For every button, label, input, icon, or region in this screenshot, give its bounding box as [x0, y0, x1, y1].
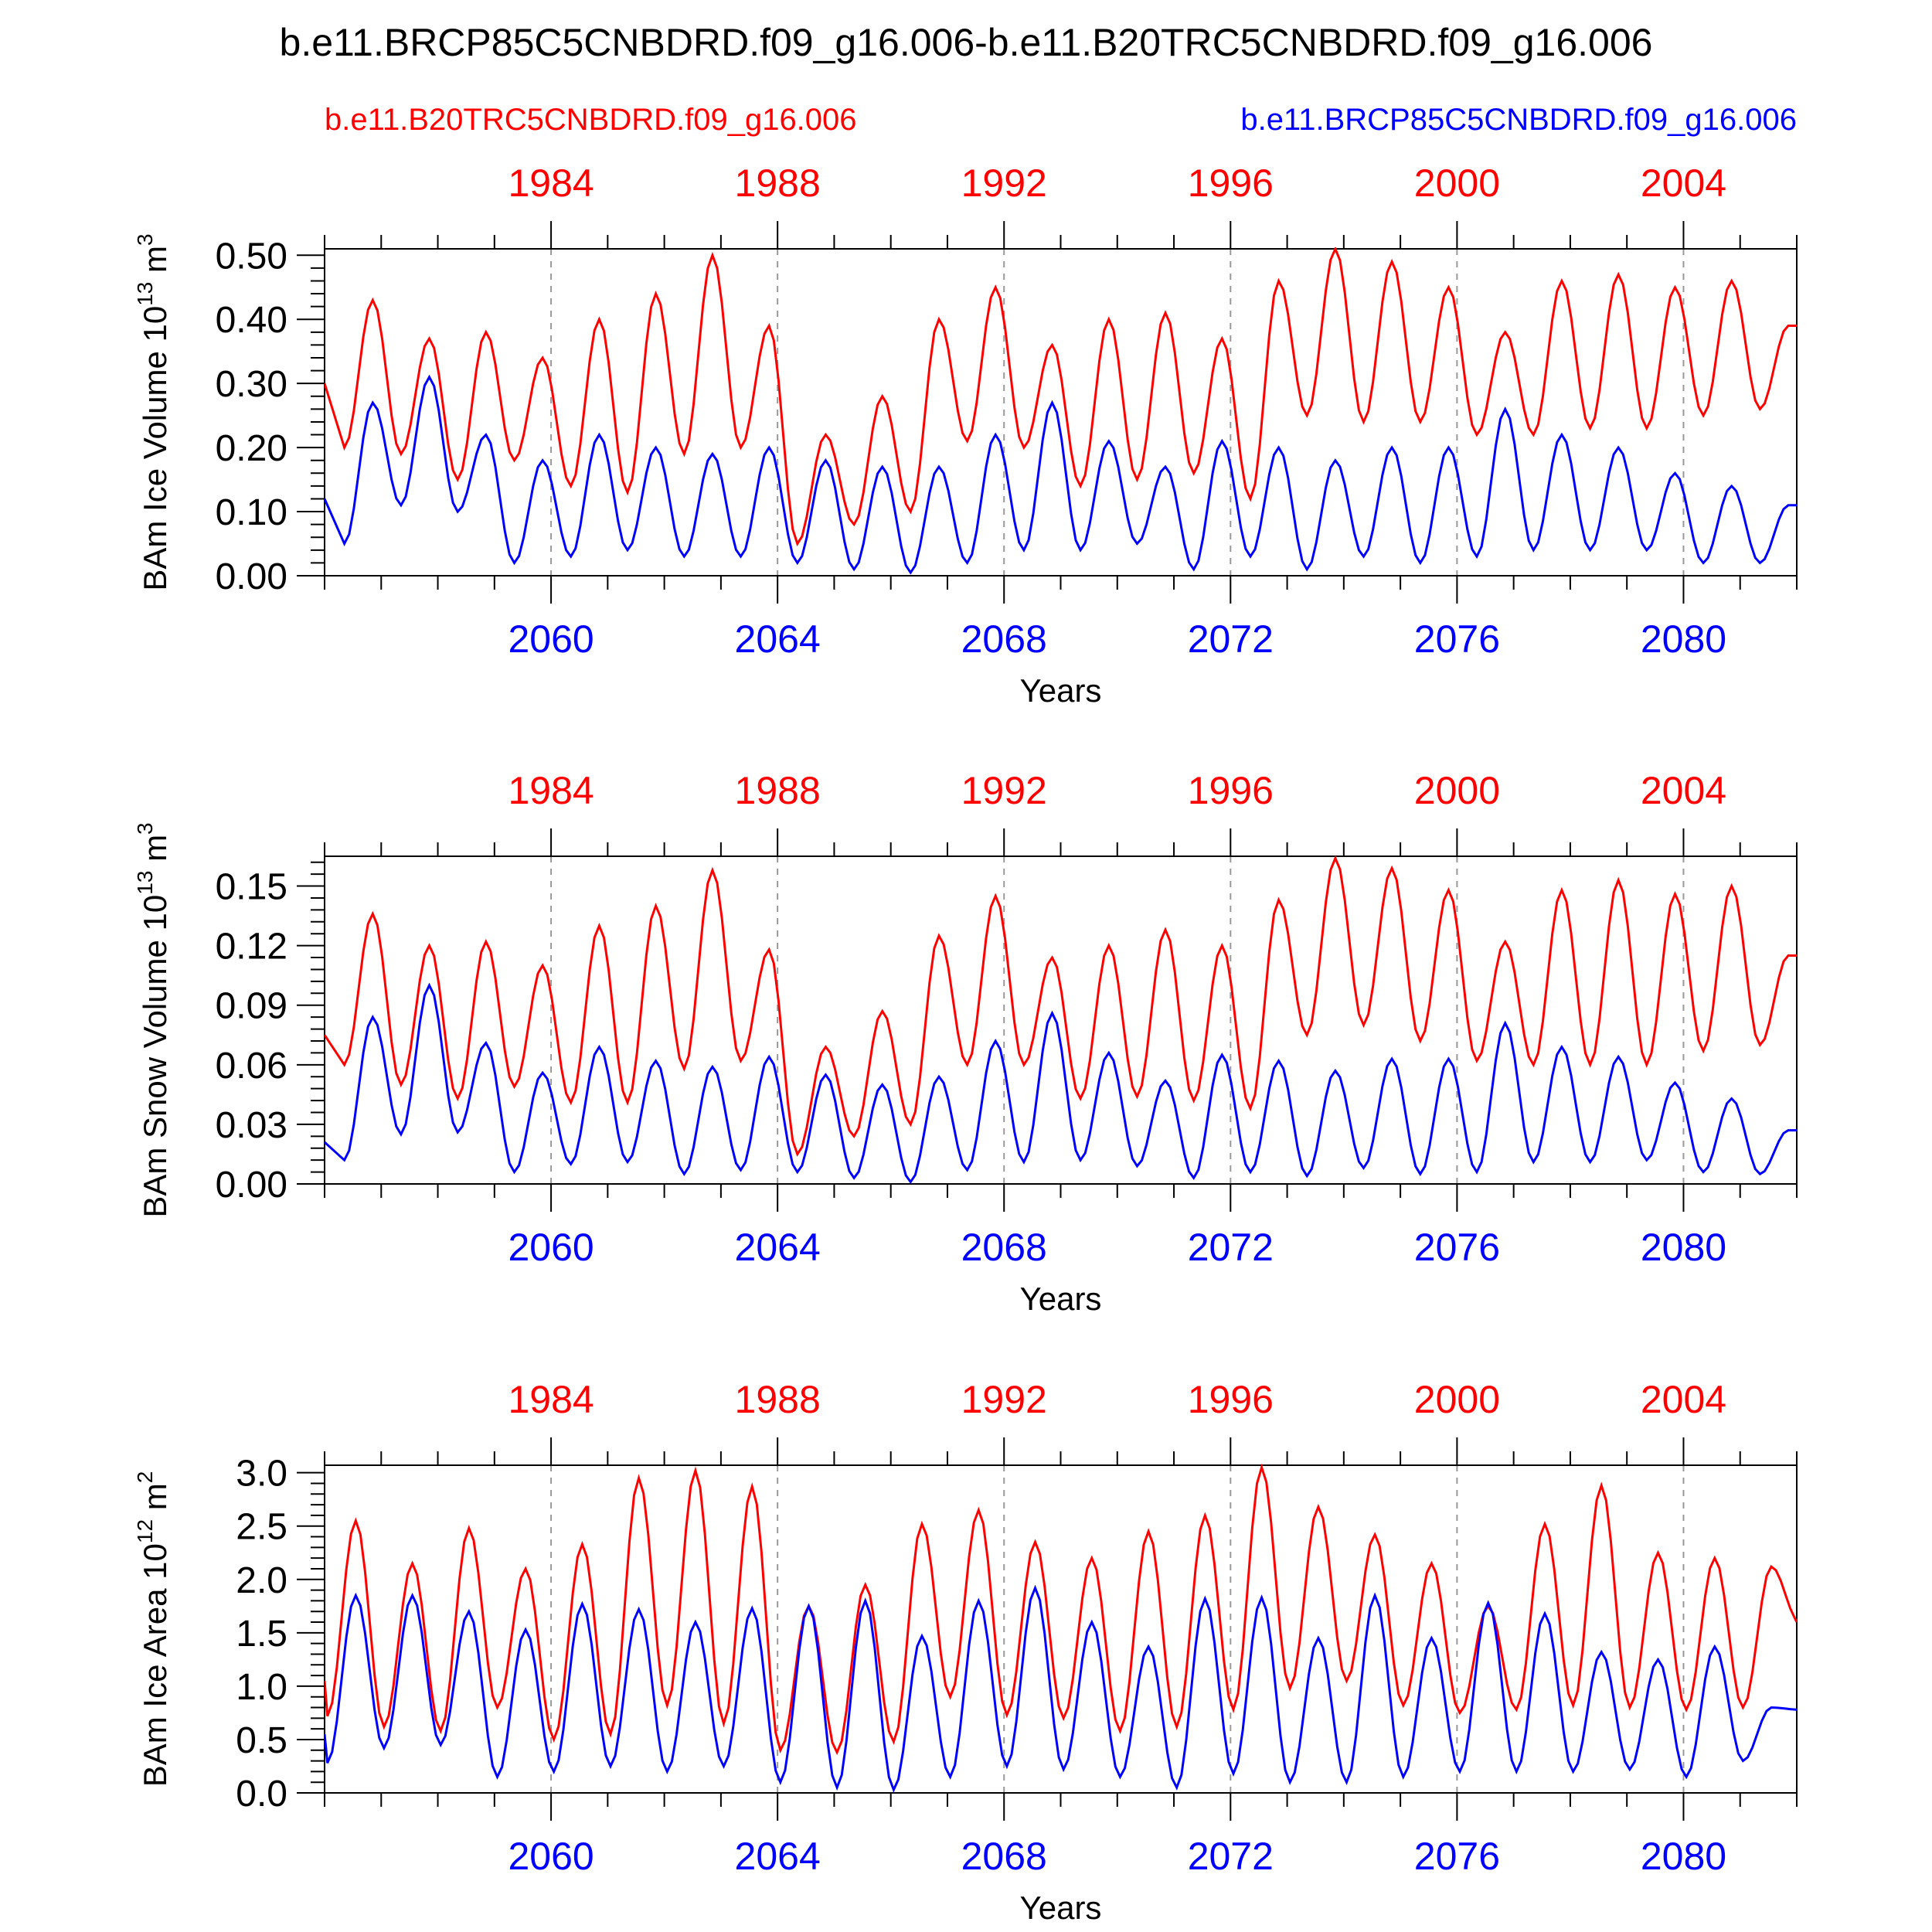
xtick-top-label: 2004 [1641, 162, 1726, 205]
xtick-top-label: 2000 [1414, 769, 1500, 812]
ytick-label: 0.09 [216, 986, 287, 1027]
series-line-b20trc [325, 1464, 1797, 1756]
series-line-brcp85 [325, 374, 1797, 575]
y-axis-label: BAm Snow Volume 1013 m3 [133, 822, 173, 1217]
ytick-label: 0.5 [236, 1720, 287, 1761]
xtick-bottom-label: 2068 [961, 1835, 1047, 1878]
ytick-label: 0.00 [216, 1165, 287, 1206]
xtick-top-label: 1988 [735, 162, 821, 205]
xtick-top-label: 1996 [1188, 1378, 1274, 1421]
ytick-label: 0.06 [216, 1046, 287, 1087]
xtick-bottom-label: 2076 [1414, 617, 1500, 661]
xtick-bottom-label: 2064 [735, 617, 821, 661]
xtick-top-label: 1992 [961, 769, 1047, 812]
ytick-label: 1.0 [236, 1667, 287, 1708]
xtick-top-label: 2000 [1414, 1378, 1500, 1421]
y-axis-label: BAm Ice Area 1012 m2 [133, 1471, 173, 1787]
xtick-bottom-label: 2076 [1414, 1226, 1500, 1269]
plot-frame [324, 248, 1798, 577]
xtick-bottom-label: 2072 [1188, 1835, 1274, 1878]
ytick-label: 1.5 [236, 1614, 287, 1655]
figure-title: b.e11.BRCP85C5CNBDRD.f09_g16.006-b.e11.B… [280, 21, 1653, 64]
legend-left-label: b.e11.B20TRC5CNBDRD.f09_g16.006 [325, 103, 857, 137]
series-line-brcp85 [325, 1584, 1797, 1793]
ytick-label: 0.20 [216, 428, 287, 469]
panel-2: 0.00 0.03 0.06 0.09 0.12 0.15 2060 2064 2068 2072… [133, 769, 1798, 1317]
xtick-top-label: 1992 [961, 162, 1047, 205]
xtick-bottom-label: 2064 [735, 1835, 821, 1878]
ytick-label: 0.00 [216, 556, 287, 597]
ytick-label: 2.5 [236, 1507, 287, 1548]
ytick-label: 0.15 [216, 867, 287, 908]
xtick-bottom-label: 2068 [961, 617, 1047, 661]
xtick-top-label: 2004 [1641, 769, 1726, 812]
xtick-bottom-label: 2080 [1641, 1226, 1726, 1269]
ytick-label: 2.0 [236, 1560, 287, 1601]
x-axis-label: Years [1020, 1889, 1102, 1926]
y-axis-label: BAm Ice Volume 1013 m3 [133, 233, 173, 590]
xtick-bottom-label: 2080 [1641, 617, 1726, 661]
xtick-top-label: 1984 [508, 769, 594, 812]
x-axis-label: Years [1020, 1281, 1102, 1317]
xtick-bottom-label: 2080 [1641, 1835, 1726, 1878]
xtick-bottom-label: 2060 [508, 1835, 594, 1878]
xtick-bottom-label: 2072 [1188, 1226, 1274, 1269]
ytick-label: 3.0 [236, 1454, 287, 1495]
ytick-label: 0.50 [216, 236, 287, 277]
ytick-label: 0.03 [216, 1105, 287, 1146]
xtick-bottom-label: 2060 [508, 1226, 594, 1269]
xtick-top-label: 1996 [1188, 162, 1274, 205]
series-line-brcp85 [325, 982, 1797, 1185]
series-line-b20trc [325, 247, 1797, 546]
xtick-bottom-label: 2060 [508, 617, 594, 661]
xtick-bottom-label: 2072 [1188, 617, 1274, 661]
xtick-bottom-label: 2064 [735, 1226, 821, 1269]
panel-1: 0.00 0.10 0.20 0.30 0.40 0.50 2060 2064 2068 2072… [133, 162, 1798, 709]
ytick-label: 0.10 [216, 492, 287, 533]
ytick-label: 0.40 [216, 300, 287, 341]
xtick-bottom-label: 2068 [961, 1226, 1047, 1269]
panel-3: 0.0 0.5 1.0 1.5 2.0 2.5 3.0 2060 2064 2068 2072 207… [133, 1378, 1798, 1926]
ytick-label: 0.12 [216, 927, 287, 968]
xtick-top-label: 1988 [735, 1378, 821, 1421]
ytick-label: 0.30 [216, 364, 287, 405]
xtick-top-label: 1984 [508, 1378, 594, 1421]
xtick-top-label: 1984 [508, 162, 594, 205]
panels-group: 0.00 0.10 0.20 0.30 0.40 0.50 2060 2064 2068 2072… [133, 162, 1798, 1926]
xtick-top-label: 1992 [961, 1378, 1047, 1421]
legend-right-label: b.e11.BRCP85C5CNBDRD.f09_g16.006 [1240, 103, 1797, 137]
xtick-top-label: 1996 [1188, 769, 1274, 812]
xtick-top-label: 1988 [735, 769, 821, 812]
ytick-label: 0.0 [236, 1774, 287, 1815]
x-axis-label: Years [1020, 672, 1102, 709]
xtick-top-label: 2004 [1641, 1378, 1726, 1421]
series-line-b20trc [325, 855, 1797, 1157]
xtick-bottom-label: 2076 [1414, 1835, 1500, 1878]
plot-frame [324, 855, 1798, 1185]
xtick-top-label: 2000 [1414, 162, 1500, 205]
